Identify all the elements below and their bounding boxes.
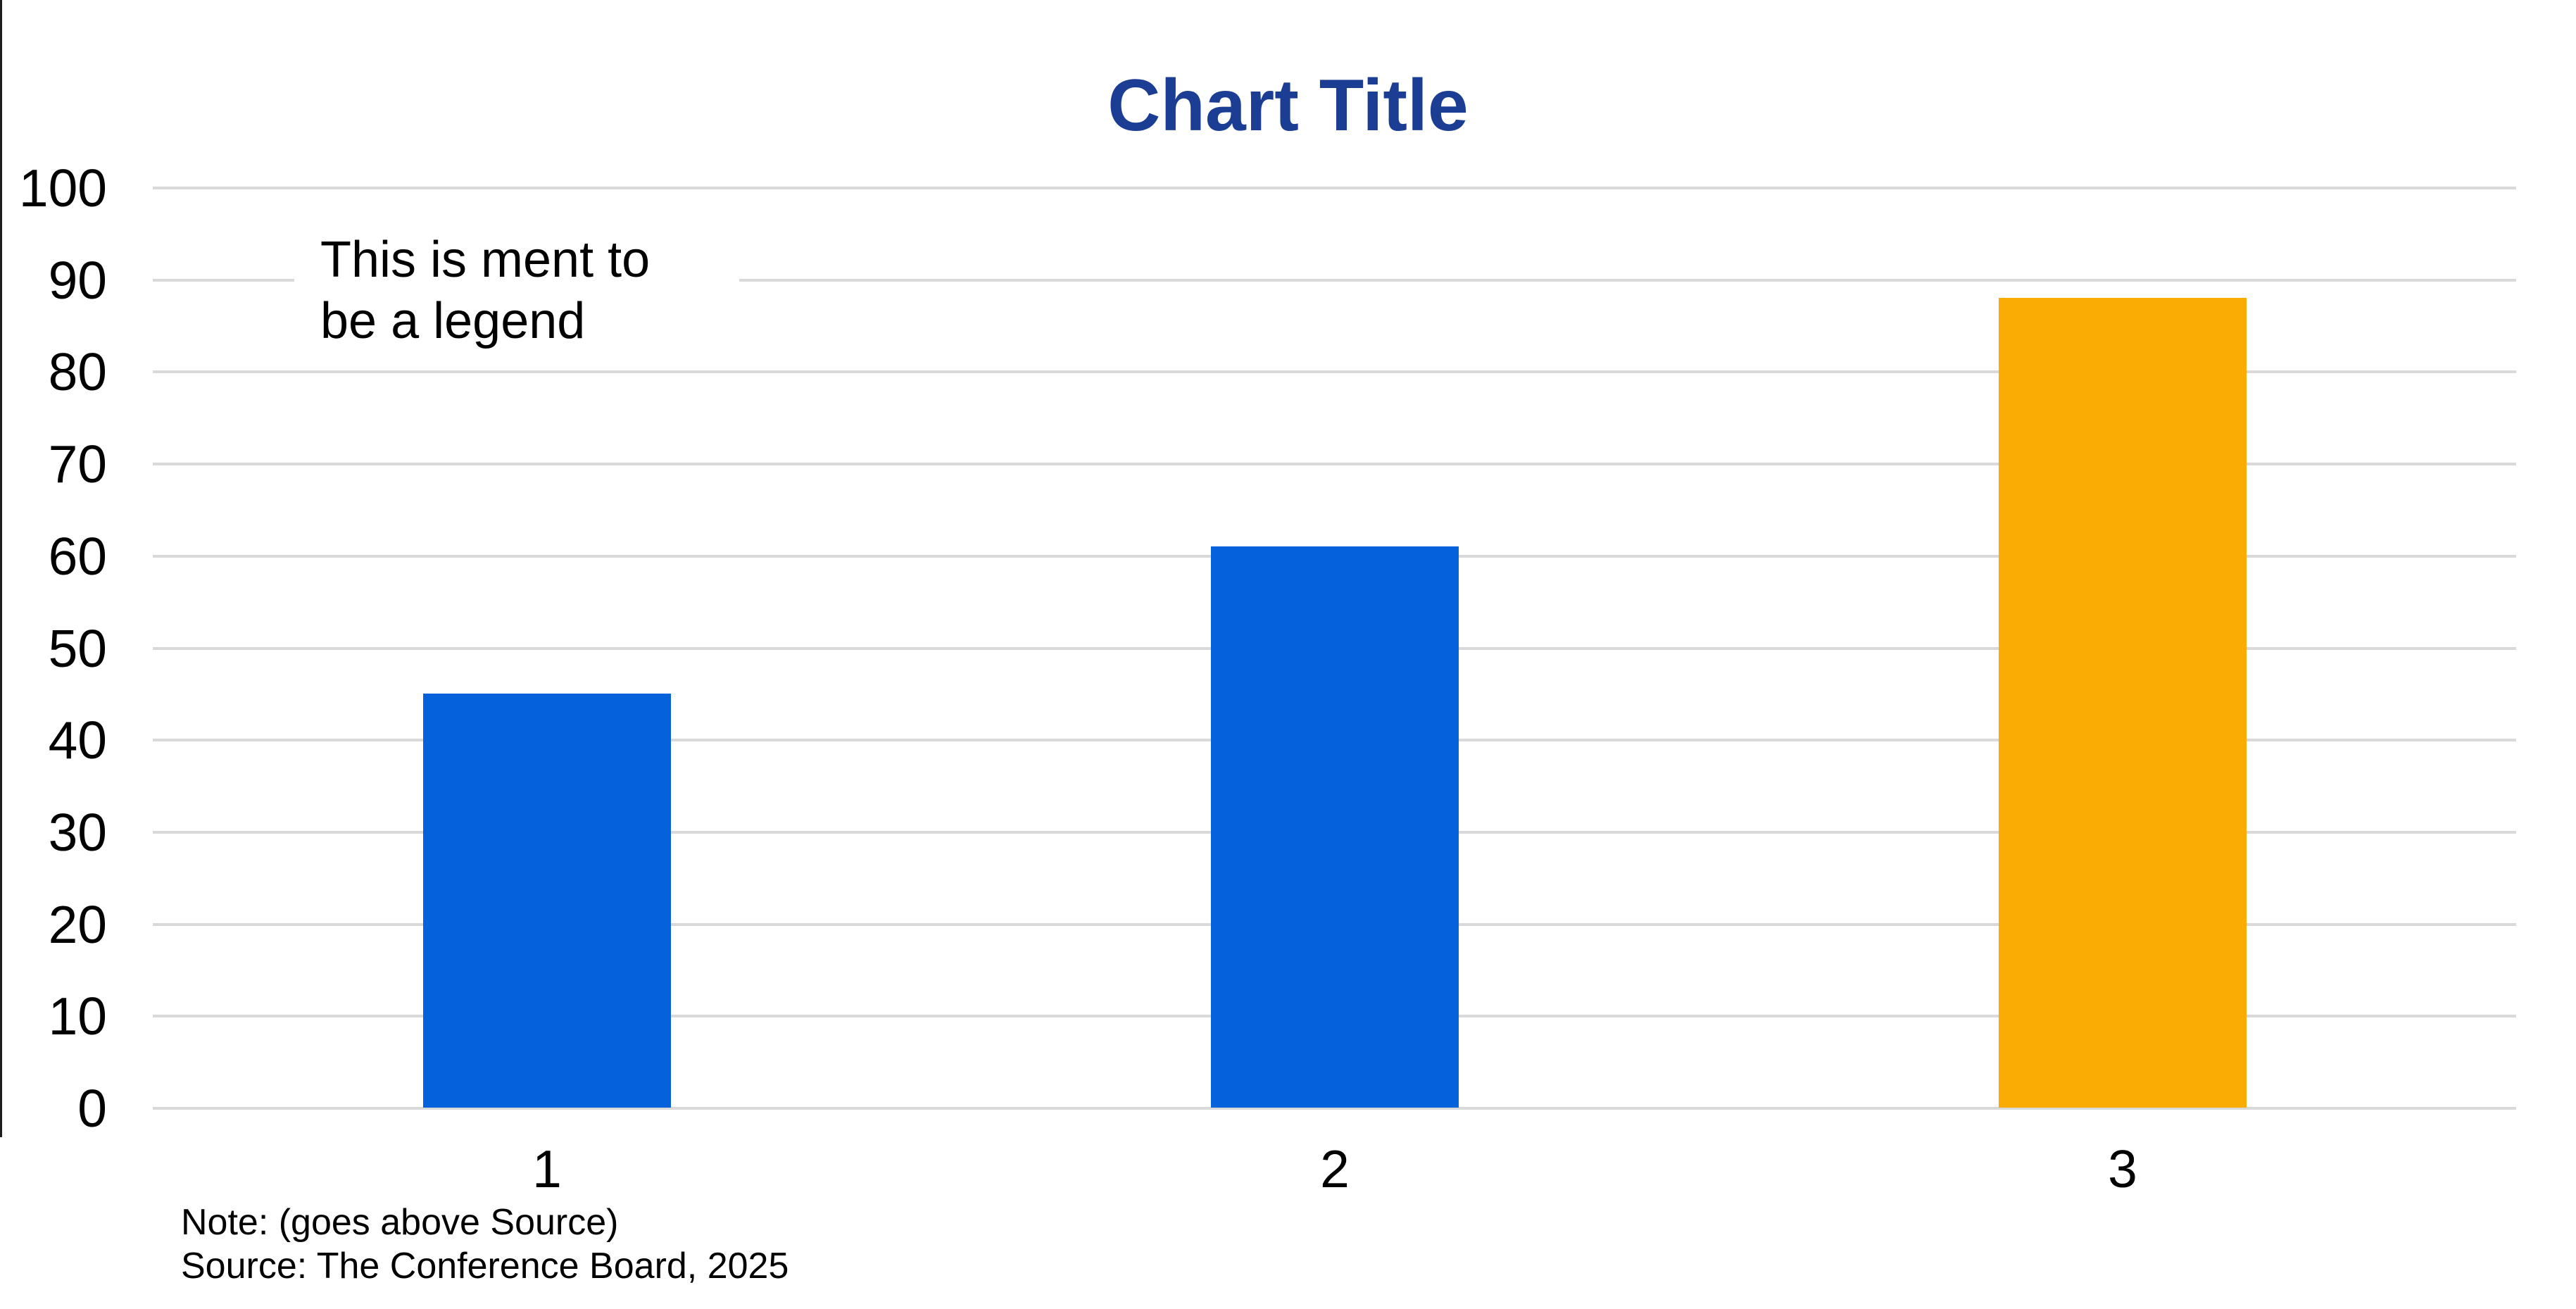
gridline-y-0	[153, 1107, 2516, 1110]
x-axis-category-label-1: 1	[532, 1139, 562, 1198]
gridline-y-100	[153, 187, 2516, 189]
bar-category-3	[1999, 298, 2247, 1108]
x-axis-category-label-3: 3	[2108, 1139, 2137, 1198]
source-text: Source: The Conference Board, 2025	[181, 1246, 789, 1286]
note-text: Note: (goes above Source)	[181, 1202, 619, 1243]
bar-category-1	[423, 694, 671, 1108]
left-edge-line	[0, 0, 2, 1137]
y-axis-tick-label-70: 70	[48, 434, 107, 494]
bar-category-2	[1211, 546, 1459, 1108]
y-axis-tick-label-40: 40	[48, 710, 107, 770]
y-axis-tick-label-0: 0	[77, 1079, 107, 1138]
y-axis-tick-label-90: 90	[48, 250, 107, 310]
y-axis-tick-label-10: 10	[48, 987, 107, 1046]
y-axis-tick-label-100: 100	[18, 158, 107, 218]
gridline-y-70	[153, 463, 2516, 466]
y-axis-tick-label-30: 30	[48, 802, 107, 862]
legend-text-line-1: This is ment to	[320, 232, 651, 288]
legend-text-line-2: be a legend	[320, 293, 586, 349]
chart-title: Chart Title	[1107, 65, 1469, 146]
y-axis-tick-label-80: 80	[48, 342, 107, 402]
y-axis-tick-label-50: 50	[48, 618, 107, 678]
x-axis-category-label-2: 2	[1320, 1139, 1350, 1198]
footnotes: Note: (goes above Source) Source: The Co…	[181, 1201, 788, 1288]
gridline-y-90	[153, 278, 2516, 282]
legend: This is ment to be a legend	[294, 220, 739, 353]
y-axis-tick-label-20: 20	[48, 894, 107, 954]
y-axis-tick-label-60: 60	[48, 526, 107, 586]
gridline-y-80	[153, 370, 2516, 374]
